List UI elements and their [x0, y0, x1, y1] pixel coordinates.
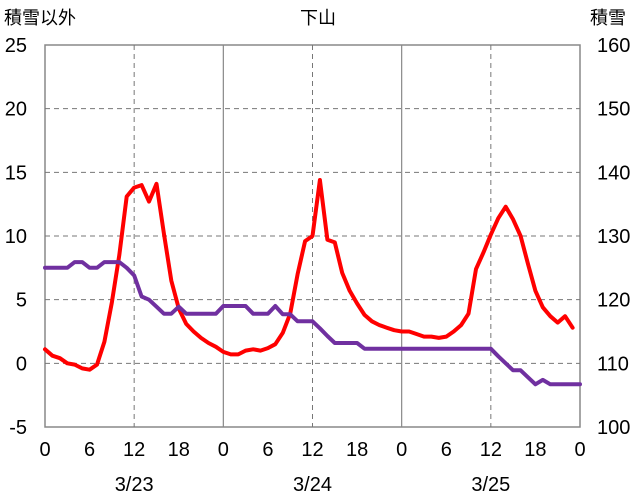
date-labels: 3/23 3/24 3/25 [115, 474, 511, 496]
series-lines [43, 178, 582, 387]
left-tick-label: -5 [9, 417, 27, 439]
series-line-red [43, 178, 575, 372]
x-tick-label: 0 [218, 439, 229, 461]
x-tick-label: 12 [301, 439, 323, 461]
x-tick-label: 18 [346, 439, 368, 461]
date-label: 3/24 [293, 474, 332, 496]
x-tick-label: 0 [39, 439, 50, 461]
right-axis-title: 積雪 [590, 8, 626, 29]
x-tick-label: 0 [574, 439, 585, 461]
x-tick-labels: 0 6 12 18 0 6 12 18 0 6 12 18 0 [39, 439, 585, 461]
x-tick-label: 0 [396, 439, 407, 461]
right-tick-label: 140 [597, 162, 630, 184]
left-tick-label: 15 [5, 162, 27, 184]
right-tick-label: 160 [597, 35, 630, 57]
x-tick-label: 12 [480, 439, 502, 461]
x-tick-label: 18 [524, 439, 546, 461]
x-tick-label: 6 [262, 439, 273, 461]
date-label: 3/23 [115, 474, 154, 496]
x-tick-label: 6 [84, 439, 95, 461]
right-tick-label: 150 [597, 99, 630, 121]
left-tick-label: 25 [5, 35, 27, 57]
left-tick-label: 10 [5, 226, 27, 248]
right-tick-label: 120 [597, 290, 630, 312]
left-tick-label: 20 [5, 99, 27, 121]
series-line-purple [43, 260, 582, 387]
chart-title: 下山 [300, 8, 336, 29]
x-tick-label: 12 [123, 439, 145, 461]
left-tick-label: 5 [16, 290, 27, 312]
x-tick-label: 6 [441, 439, 452, 461]
left-tick-label: 0 [16, 353, 27, 375]
date-label: 3/25 [471, 474, 510, 496]
right-tick-label: 100 [597, 417, 630, 439]
right-tick-label: 130 [597, 226, 630, 248]
left-axis-title: 積雪以外 [4, 8, 76, 29]
x-tick-label: 18 [168, 439, 190, 461]
right-tick-label: 110 [597, 353, 629, 375]
left-tick-labels: -5 0 5 10 15 20 25 [5, 35, 27, 439]
right-tick-labels: 100 110 120 130 140 150 160 [597, 35, 630, 439]
